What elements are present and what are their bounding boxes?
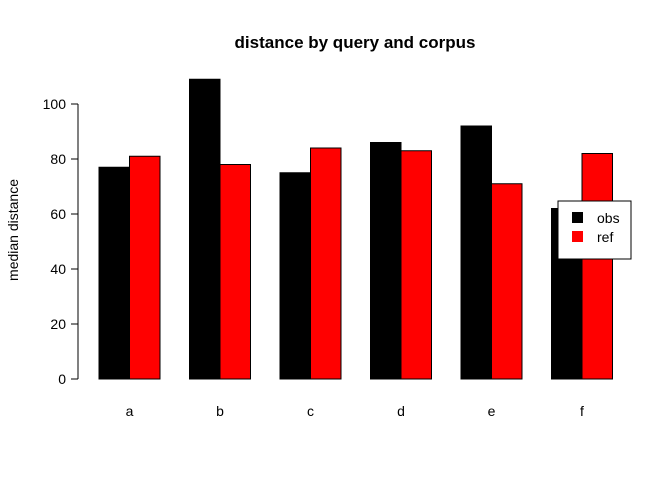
legend-swatch-ref (572, 231, 583, 242)
chart-title: distance by query and corpus (235, 33, 476, 52)
x-tick-label: d (397, 403, 405, 419)
legend-label-obs: obs (597, 210, 620, 226)
bar-b-obs (189, 78, 221, 380)
y-tick-label: 40 (50, 261, 66, 277)
y-axis-label: median distance (5, 179, 21, 281)
y-tick-label: 20 (50, 316, 66, 332)
bar-b-ref (219, 164, 251, 380)
bar-e-obs (460, 125, 492, 380)
y-tick-label: 80 (50, 151, 66, 167)
y-axis: 0 20 40 60 80 100 (43, 96, 79, 387)
bar-e-ref (491, 183, 523, 380)
bar-d-obs (370, 142, 402, 380)
legend: obs ref (557, 200, 632, 260)
x-axis-labels: a b c d e f (126, 403, 584, 419)
bar-c-obs (279, 172, 311, 380)
x-tick-label: c (307, 403, 314, 419)
bar-f-ref (581, 153, 613, 380)
x-tick-label: f (580, 403, 584, 419)
y-tick-label: 0 (58, 371, 66, 387)
y-tick-label: 60 (50, 206, 66, 222)
legend-label-ref: ref (597, 229, 613, 245)
x-tick-label: a (126, 403, 134, 419)
bar-a-ref (129, 155, 161, 380)
legend-box (557, 200, 632, 260)
legend-swatch-obs (572, 212, 583, 223)
bar-c-ref (310, 147, 342, 380)
bar-a-obs (98, 166, 130, 380)
x-tick-label: b (216, 403, 224, 419)
bar-d-ref (400, 150, 432, 380)
x-tick-label: e (488, 403, 496, 419)
bar-group (98, 78, 613, 380)
y-tick-label: 100 (43, 96, 67, 112)
